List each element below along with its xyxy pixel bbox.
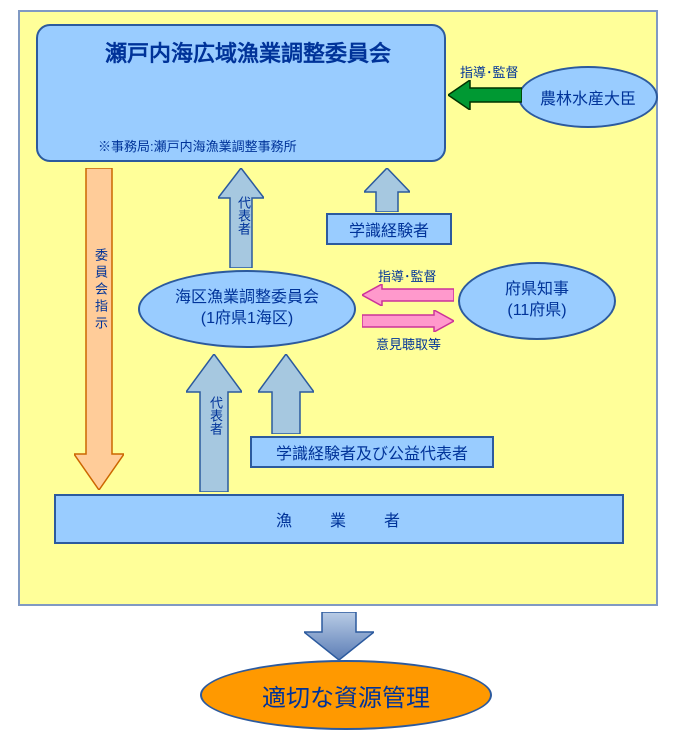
arrow-scholars-bottom-to-district: [258, 354, 314, 434]
arrow-gov-to-district: [362, 284, 454, 306]
committee-note: ※事務局:瀬戸内海漁業調整事務所: [98, 136, 297, 155]
scholars-top-box: 学識経験者: [326, 213, 452, 245]
governors-line1: 府県知事: [505, 280, 569, 301]
fishers-label: 漁 業 者: [276, 507, 402, 531]
district-committee-line2: (1府県1海区): [201, 309, 293, 330]
green-arrow-label: 指導･監督: [460, 62, 519, 81]
result-label: 適切な資源管理: [262, 678, 430, 713]
arrow-minister-to-committee: [448, 80, 522, 110]
district-committee-line1: 海区漁業調整委員会: [175, 288, 319, 309]
scholars-bottom-box: 学識経験者及び公益代表者: [250, 436, 494, 468]
fishers-box: 漁 業 者: [54, 494, 624, 544]
pink-label-bottom: 意見聴取等: [376, 334, 441, 353]
governors-ellipse: 府県知事 (11府県): [458, 262, 616, 340]
scholars-top-label: 学識経験者: [349, 217, 429, 241]
committee-box: 瀬戸内海広域漁業調整委員会 ※事務局:瀬戸内海漁業調整事務所: [36, 24, 446, 162]
arrow-district-to-gov: [362, 310, 454, 332]
orange-arrow-label: 委員会指示: [91, 248, 110, 333]
minister-label: 農林水産大臣: [540, 85, 636, 109]
scholars-bottom-label: 学識経験者及び公益代表者: [276, 440, 468, 464]
rep-label-2: 代表者: [206, 396, 225, 435]
arrow-scholars-to-committee: [364, 168, 410, 212]
governors-line2: (11府県): [507, 301, 566, 322]
rep-label-1: 代表者: [234, 196, 253, 235]
committee-title: 瀬戸内海広域漁業調整委員会: [58, 36, 438, 68]
district-committee-ellipse: 海区漁業調整委員会 (1府県1海区): [138, 270, 356, 348]
result-ellipse: 適切な資源管理: [200, 660, 492, 730]
arrow-panel-to-result: [304, 612, 374, 660]
minister-ellipse: 農林水産大臣: [518, 66, 658, 128]
pink-label-top: 指導･監督: [378, 266, 437, 285]
